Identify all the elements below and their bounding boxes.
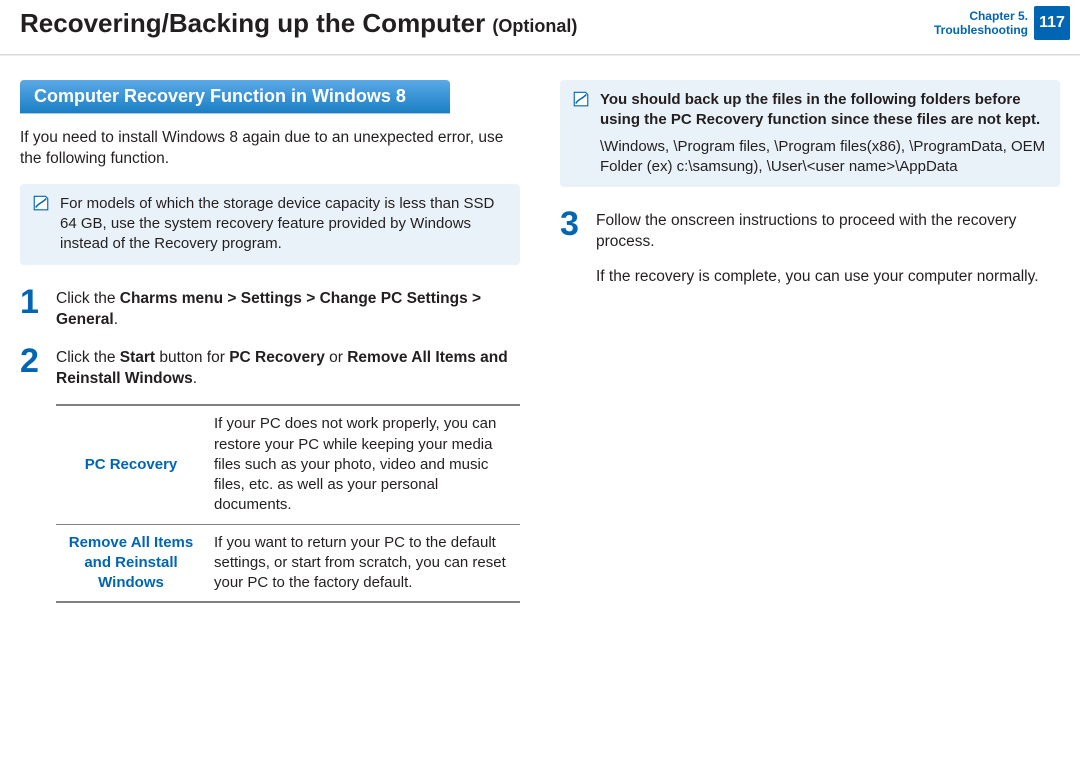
s2g: .	[193, 370, 197, 387]
s2b: Start	[120, 349, 155, 366]
note-icon	[32, 194, 50, 212]
table-row: PC Recovery If your PC does not work pro…	[56, 405, 520, 524]
step-3-body: Follow the onscreen instructions to proc…	[596, 207, 1060, 253]
right-column: You should back up the files in the foll…	[560, 80, 1060, 603]
table-row: Remove All Items and Reinstall Windows I…	[56, 524, 520, 602]
note-backup-paths: \Windows, \Program files, \Program files…	[600, 137, 1046, 178]
intro-text: If you need to install Windows 8 again d…	[20, 128, 520, 170]
chapter-label: Chapter 5. Troubleshooting	[934, 9, 1028, 37]
page-title-main: Recovering/Backing up the Computer	[20, 8, 492, 38]
step-number-3: 3	[560, 207, 596, 253]
step-3: 3 Follow the onscreen instructions to pr…	[560, 207, 1060, 253]
step-1: 1 Click the Charms menu > Settings > Cha…	[20, 285, 520, 331]
content-columns: Computer Recovery Function in Windows 8 …	[0, 80, 1080, 603]
s2d: PC Recovery	[229, 349, 325, 366]
page-number-badge: 117	[1034, 6, 1070, 40]
step-number-2: 2	[20, 344, 56, 390]
chapter-line2: Troubleshooting	[934, 23, 1028, 37]
step1-bold: Charms menu > Settings > Change PC Setti…	[56, 290, 481, 328]
page-title-optional: (Optional)	[492, 16, 577, 36]
step-2: 2 Click the Start button for PC Recovery…	[20, 344, 520, 390]
left-column: Computer Recovery Function in Windows 8 …	[20, 80, 520, 603]
s2a: Click the	[56, 349, 120, 366]
step1-post: .	[114, 311, 118, 328]
step-3-after: If the recovery is complete, you can use…	[596, 267, 1060, 288]
step-1-body: Click the Charms menu > Settings > Chang…	[56, 285, 520, 331]
s2c: button for	[155, 349, 229, 366]
opt-pc-recovery-label: PC Recovery	[56, 405, 206, 524]
note-ssd-text: For models of which the storage device c…	[60, 195, 494, 253]
page-header: Recovering/Backing up the Computer (Opti…	[0, 0, 1080, 50]
header-right: Chapter 5. Troubleshooting 117	[934, 6, 1070, 40]
note-box-backup: You should back up the files in the foll…	[560, 80, 1060, 187]
options-table: PC Recovery If your PC does not work pro…	[56, 404, 520, 603]
note-icon	[572, 90, 590, 108]
chapter-line1: Chapter 5.	[934, 9, 1028, 23]
note-backup-bold: You should back up the files in the foll…	[600, 90, 1046, 131]
step-number-1: 1	[20, 285, 56, 331]
section-heading: Computer Recovery Function in Windows 8	[20, 80, 450, 114]
s2e: or	[325, 349, 347, 366]
step-2-body: Click the Start button for PC Recovery o…	[56, 344, 520, 390]
note-box-ssd: For models of which the storage device c…	[20, 184, 520, 265]
opt-remove-all-desc: If you want to return your PC to the def…	[206, 524, 520, 602]
opt-remove-all-label: Remove All Items and Reinstall Windows	[56, 524, 206, 602]
header-rule	[0, 54, 1080, 56]
step1-pre: Click the	[56, 290, 120, 307]
opt-pc-recovery-desc: If your PC does not work properly, you c…	[206, 405, 520, 524]
